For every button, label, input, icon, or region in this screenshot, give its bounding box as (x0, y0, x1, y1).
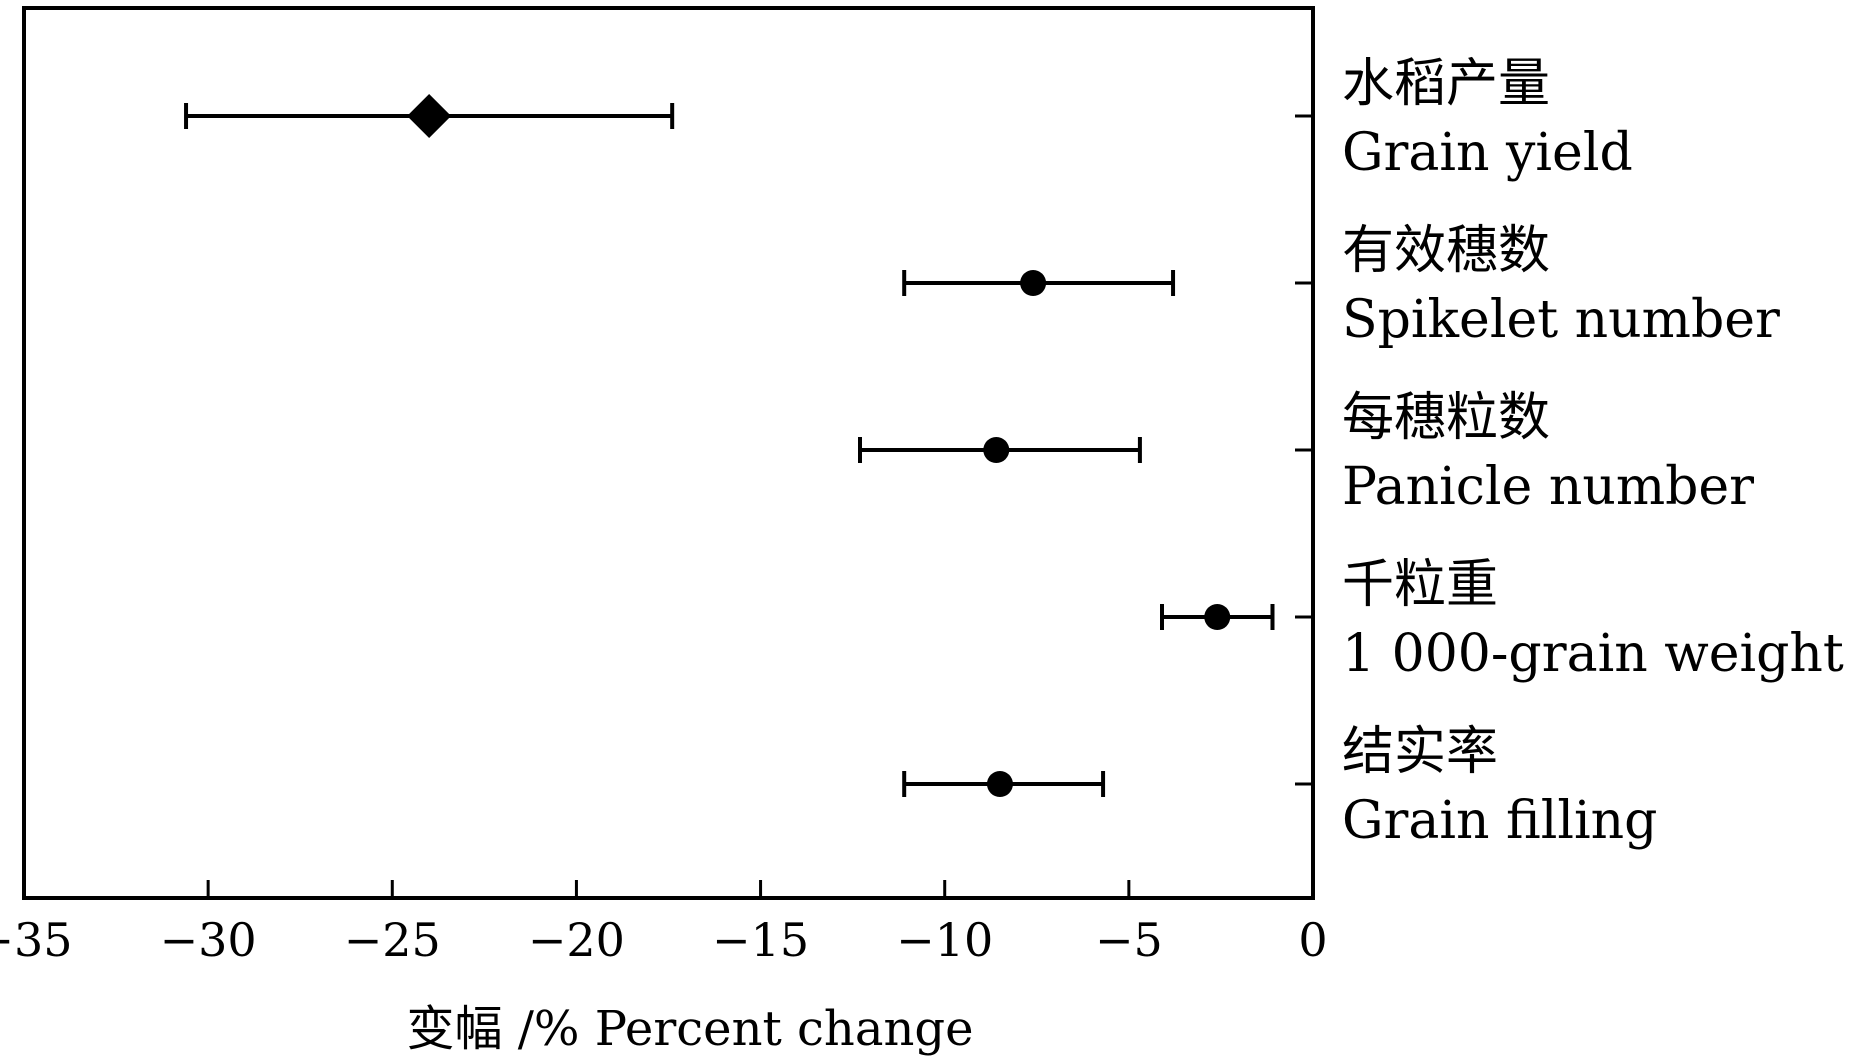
category-label-cn: 水稻产量 (1342, 54, 1550, 114)
x-tick-label: −25 (344, 913, 441, 967)
mean-marker-diamond (407, 94, 452, 138)
category-label-en: 1 000-grain weight (1342, 624, 1844, 684)
category-label-en: Grain yield (1342, 123, 1633, 183)
category-label-cn: 结实率 (1342, 722, 1498, 782)
mean-marker-circle (1020, 270, 1047, 296)
x-tick-label: −30 (160, 913, 257, 967)
plot-frame (22, 6, 1315, 900)
mean-marker-circle (983, 437, 1010, 463)
x-tick-label: −5 (1095, 913, 1163, 967)
category-label-en: Grain filling (1342, 791, 1657, 851)
category-label-cn: 有效穗数 (1342, 221, 1550, 281)
category-label-en: Panicle number (1342, 457, 1754, 517)
x-tick-label: −10 (896, 913, 993, 967)
x-tick-label: 0 (1298, 913, 1327, 967)
category-label-cn: 千粒重 (1342, 555, 1498, 615)
mean-marker-circle (986, 771, 1013, 797)
x-tick-label: −35 (0, 913, 73, 967)
x-tick-label: −15 (712, 913, 809, 967)
mean-marker-circle (1204, 604, 1231, 630)
x-tick-label: −20 (528, 913, 625, 967)
category-label-cn: 每穗粒数 (1342, 388, 1550, 448)
category-label-en: Spikelet number (1342, 290, 1780, 350)
x-axis-title: 变幅 /% Percent change (406, 1001, 973, 1057)
